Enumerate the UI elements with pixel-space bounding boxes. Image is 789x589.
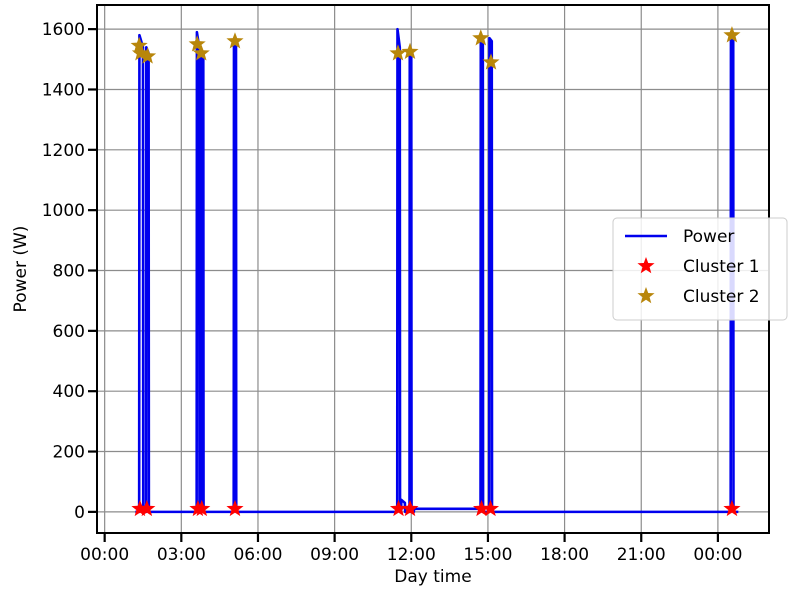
cluster-2-point <box>472 29 490 46</box>
x-tick-label: 09:00 <box>310 545 359 565</box>
cluster-2-point <box>188 35 206 52</box>
cluster-2-point <box>130 36 148 54</box>
y-tick-label: 400 <box>53 382 85 402</box>
cluster-1-point <box>472 499 491 517</box>
legend-box <box>612 217 788 321</box>
cluster-2-point <box>131 44 149 61</box>
cluster-1-point <box>481 499 500 517</box>
cluster-1-point <box>138 499 156 517</box>
legend-swatch-cluster-2 <box>637 287 655 304</box>
y-tick-label: 600 <box>53 322 85 342</box>
cluster-2-point <box>226 32 244 49</box>
y-tick-label: 200 <box>53 443 85 463</box>
cluster-1-point <box>131 499 149 517</box>
legend: Power Cluster 1 Cluster 2 <box>612 217 788 321</box>
y-tick-label: 1000 <box>42 201 85 221</box>
legend-label-cluster-1: Cluster 1 <box>683 257 760 277</box>
cluster-2-point <box>723 26 741 43</box>
legend-label-power: Power <box>683 227 734 247</box>
y-tick-label: 800 <box>53 262 85 282</box>
x-tick-label: 00:00 <box>693 545 742 565</box>
y-tick-label: 0 <box>74 503 85 523</box>
cluster-2-point <box>401 42 419 60</box>
x-tick-label: 15:00 <box>463 545 512 565</box>
cluster-2-point <box>139 47 157 64</box>
x-tick-label: 12:00 <box>387 545 436 565</box>
y-axis-label: Power (W) <box>11 226 31 313</box>
cluster-2-point <box>192 44 210 61</box>
legend-label-cluster-2: Cluster 2 <box>683 287 760 307</box>
plot-area <box>130 26 741 517</box>
cluster-1-point <box>226 499 244 517</box>
legend-swatch-cluster-1 <box>637 257 655 274</box>
cluster-1-point <box>193 499 211 517</box>
x-axis-label: Day time <box>394 567 471 587</box>
y-tick-label: 1600 <box>42 20 85 40</box>
x-tick-label: 06:00 <box>233 545 282 565</box>
cluster-1-point <box>723 499 741 517</box>
y-tick-label: 1400 <box>42 80 85 100</box>
cluster-2-point <box>482 53 500 70</box>
cluster-2-point <box>389 44 407 61</box>
x-tick-label: 03:00 <box>157 545 206 565</box>
x-tick-label: 21:00 <box>617 545 666 565</box>
x-tick-label: 18:00 <box>540 545 589 565</box>
cluster-1-point <box>389 499 408 517</box>
axes: 00:00 03:00 06:00 09:00 12:00 15:00 18:00 21:00… <box>42 20 743 565</box>
cluster-1-point <box>401 499 419 517</box>
x-tick-label: 00:00 <box>80 545 129 565</box>
y-tick-label: 1200 <box>42 141 85 161</box>
